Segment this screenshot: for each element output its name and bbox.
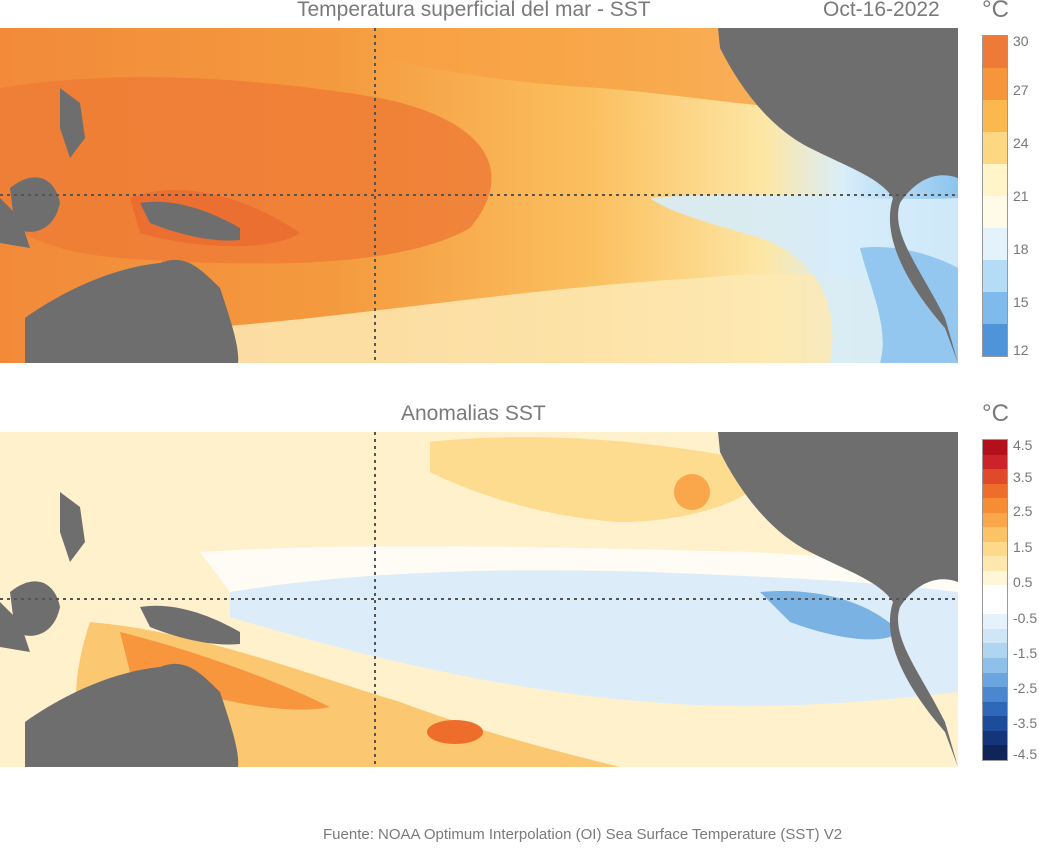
colorbar-tick-label: 4.5: [1013, 437, 1033, 453]
sst-title: Temperatura superficial del mar - SST: [297, 0, 651, 21]
americas: [718, 28, 958, 363]
colorbar-segment: [983, 454, 1007, 470]
colorbar-segment: [983, 570, 1007, 586]
colorbar-segment: [983, 483, 1007, 499]
colorbar-tick-label: 27: [1013, 82, 1029, 98]
white-band: [200, 546, 958, 592]
philippines: [60, 492, 85, 562]
borneo: [10, 581, 60, 636]
colorbar-segment: [983, 628, 1007, 644]
colorbar-segment: [983, 701, 1007, 717]
colorbar-segment: [983, 541, 1007, 557]
colorbar-segment: [983, 614, 1007, 629]
land: [0, 28, 958, 363]
colorbar-tick-label: 15: [1013, 294, 1029, 310]
sst-colorbar: [982, 35, 1008, 357]
australia: [25, 259, 239, 363]
new-guinea: [140, 605, 240, 645]
south-band: [200, 273, 958, 363]
cuba: [860, 61, 925, 83]
colorbar-tick-label: -0.5: [1013, 610, 1038, 626]
colorbar-segment: [983, 132, 1007, 164]
colorbar-segment: [983, 324, 1007, 356]
colorbar-tick-label: 24: [1013, 135, 1029, 151]
colorbar-tick-label: 18: [1013, 241, 1029, 257]
colorbar-segment: [983, 228, 1007, 260]
anomaly-title: Anomalias SST: [401, 402, 546, 425]
colorbar-segment: [983, 716, 1007, 731]
colorbar-segment: [983, 599, 1007, 615]
colorbar-segment: [983, 68, 1007, 100]
colorbar-segment: [983, 469, 1007, 484]
colorbar-segment: [983, 498, 1007, 513]
colorbar-segment: [983, 556, 1007, 571]
date-label: Oct-16-2022: [823, 0, 940, 21]
colorbar-segment: [983, 36, 1007, 68]
colorbar-tick-label: 30: [1013, 33, 1029, 49]
cold-core: [860, 247, 958, 363]
south-positive-core: [120, 632, 330, 710]
colorbar-segment: [983, 512, 1007, 528]
warm-anomaly-north: [674, 474, 710, 510]
colorbar-tick-label: 3.5: [1013, 469, 1033, 485]
colorbar-tick-label: -2.5: [1013, 680, 1038, 696]
borneo: [10, 177, 60, 232]
graticule: [0, 28, 958, 363]
anomaly-colorbar: [982, 439, 1008, 761]
americas: [718, 432, 958, 767]
anomaly-map: [0, 432, 958, 767]
warm-anomaly-south: [427, 720, 483, 744]
new-guinea: [140, 201, 240, 241]
warm-pool: [0, 77, 492, 264]
land: [0, 432, 958, 767]
colorbar-segment: [983, 687, 1007, 702]
colorbar-segment: [983, 527, 1007, 542]
source-footer: Fuente: NOAA Optimum Interpolation (OI) …: [323, 826, 843, 843]
sumatra: [0, 602, 30, 652]
colorbar-segment: [983, 657, 1007, 673]
colorbar-tick-label: -4.5: [1013, 746, 1038, 762]
colorbar-segment: [983, 196, 1007, 228]
colorbar-segment: [983, 292, 1007, 324]
colorbar-tick-label: -3.5: [1013, 715, 1038, 731]
colorbar-segment: [983, 440, 1007, 455]
cuba: [860, 465, 925, 487]
colorbar-segment: [983, 164, 1007, 196]
colorbar-segment: [983, 730, 1007, 746]
philippines: [60, 88, 85, 158]
graticule: [0, 432, 958, 767]
colorbar-tick-label: 0.5: [1013, 574, 1033, 590]
anomaly-unit-label: °C: [982, 400, 1009, 427]
colorbar-segment: [983, 260, 1007, 292]
australia: [25, 663, 239, 767]
colorbar-tick-label: 12: [1013, 342, 1029, 358]
colorbar-segment: [983, 585, 1007, 600]
sst-map: [0, 28, 958, 363]
colorbar-segment: [983, 672, 1007, 688]
sumatra: [0, 198, 30, 248]
colorbar-segment: [983, 745, 1007, 760]
colorbar-segment: [983, 643, 1007, 658]
sst-unit-label: °C: [982, 0, 1009, 23]
colorbar-tick-label: -1.5: [1013, 645, 1038, 661]
colorbar-tick-label: 1.5: [1013, 539, 1033, 555]
colorbar-tick-label: 21: [1013, 188, 1029, 204]
colorbar-segment: [983, 100, 1007, 132]
cool-core: [760, 591, 900, 640]
colorbar-tick-label: 2.5: [1013, 503, 1033, 519]
